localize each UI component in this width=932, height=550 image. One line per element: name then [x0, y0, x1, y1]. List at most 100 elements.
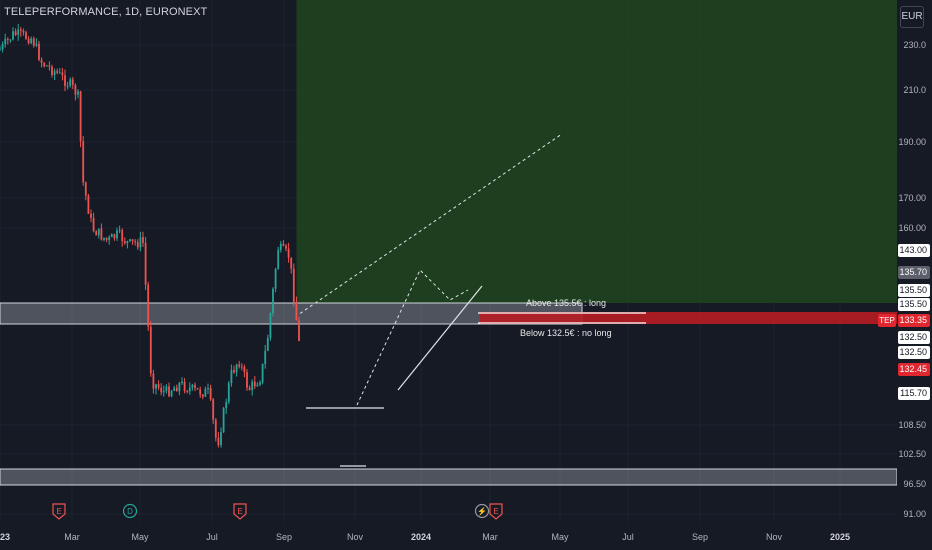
candle-body	[292, 268, 295, 303]
x-tick-label: Mar	[64, 532, 80, 542]
candle-body	[131, 239, 134, 242]
candle-body	[170, 390, 173, 397]
candle-body	[243, 366, 246, 373]
candle-body	[287, 248, 290, 258]
candle-body	[295, 302, 298, 321]
candle-body	[61, 72, 64, 76]
y-tick-label: 108.50	[898, 420, 926, 430]
x-tick-label: Sep	[692, 532, 708, 542]
candle-body	[266, 337, 269, 351]
candle-body	[217, 437, 220, 446]
candle-body	[74, 84, 77, 95]
event-marker-label: D	[127, 507, 133, 516]
candle-body	[165, 386, 168, 391]
candle-body	[121, 230, 124, 242]
candle-body	[178, 383, 181, 392]
candle-body	[14, 31, 17, 35]
x-tick-label: 2024	[411, 532, 431, 542]
candle-body	[32, 38, 35, 46]
candle-body	[230, 370, 233, 384]
x-axis-bg	[0, 526, 932, 550]
candle-body	[144, 242, 147, 285]
candle-body	[264, 350, 267, 364]
price-label: 135.70	[899, 267, 927, 277]
candle-body	[100, 228, 103, 240]
x-tick-label: Mar	[482, 532, 498, 542]
candle-body	[95, 231, 98, 236]
candle-body	[196, 388, 199, 390]
candle-body	[207, 388, 209, 390]
candle-body	[38, 43, 40, 60]
event-marker-label: ⚡	[477, 506, 487, 516]
price-label: 135.50	[899, 299, 927, 309]
candle-body	[84, 182, 87, 196]
candle-body	[66, 85, 69, 87]
candle-body	[27, 38, 30, 44]
chart-title: TELEPERFORMANCE, 1D, EURONEXT	[4, 6, 208, 18]
candle-body	[183, 381, 186, 392]
candle-body	[9, 39, 12, 41]
candle-body	[108, 237, 111, 240]
candle-body	[123, 241, 126, 244]
price-label: 115.70	[900, 388, 927, 398]
candle-body	[149, 326, 152, 374]
candle-body	[235, 364, 238, 373]
candle-body	[204, 388, 207, 397]
event-markers[interactable]: E D E ⚡ E	[52, 503, 503, 520]
candle-body	[220, 432, 222, 446]
price-label-bg	[898, 363, 930, 376]
annotation-long: Above 135.5€ : long	[526, 298, 606, 308]
candle-body	[103, 237, 105, 240]
candle-body	[110, 234, 113, 238]
candle-body	[162, 390, 165, 393]
candle-body	[194, 384, 196, 389]
candle-body	[56, 71, 59, 73]
candle-body	[248, 387, 251, 391]
projection-line	[299, 133, 562, 314]
candle-body	[209, 388, 212, 400]
candle-body	[274, 269, 277, 289]
candle-body	[1, 44, 4, 50]
x-tick-label: 2025	[830, 532, 850, 542]
candle-body	[188, 387, 191, 392]
candle-body	[269, 313, 272, 338]
price-label-bg	[898, 314, 930, 327]
candle-body	[173, 387, 176, 391]
candle-body	[181, 381, 183, 384]
event-marker	[52, 503, 66, 520]
candle-body	[35, 43, 38, 46]
event-marker-label: E	[493, 507, 498, 516]
price-label: 143.00	[899, 245, 927, 255]
candle-body	[168, 386, 170, 397]
candle-body	[4, 38, 7, 45]
candle-body	[77, 91, 79, 95]
y-tick-label: 210.0	[903, 85, 926, 95]
price-label-bg	[898, 266, 930, 279]
candle-body	[240, 366, 243, 368]
candle-body	[126, 241, 129, 244]
candle-body	[290, 257, 293, 269]
y-tick-label: 170.00	[898, 193, 926, 203]
y-tick-label: 190.00	[898, 137, 926, 147]
price-label: 133.35	[899, 315, 927, 325]
candle-body	[279, 243, 282, 250]
currency-button[interactable]: EUR	[900, 6, 924, 28]
candle-body	[175, 387, 178, 392]
candle-body	[113, 234, 116, 239]
candle-body	[160, 387, 163, 393]
candle-body	[212, 399, 215, 420]
candle-body	[25, 32, 27, 39]
event-marker	[122, 503, 138, 519]
candle-body	[118, 230, 121, 232]
x-axis: 2023 Mar May Jul Sep Nov 2024 Mar May Jul Sep Nov 20…	[0, 526, 932, 550]
y-tick-label: 91.00	[903, 509, 926, 519]
ticker-tag-label: TEP	[879, 316, 895, 325]
drawings	[299, 133, 646, 467]
price-label-bg	[898, 387, 930, 400]
candle-body	[19, 29, 22, 31]
candle-body	[157, 384, 160, 388]
candle-body	[69, 79, 72, 86]
candle-body	[186, 391, 189, 393]
annotation-no-long: Below 132.5€ : no long	[520, 328, 612, 338]
